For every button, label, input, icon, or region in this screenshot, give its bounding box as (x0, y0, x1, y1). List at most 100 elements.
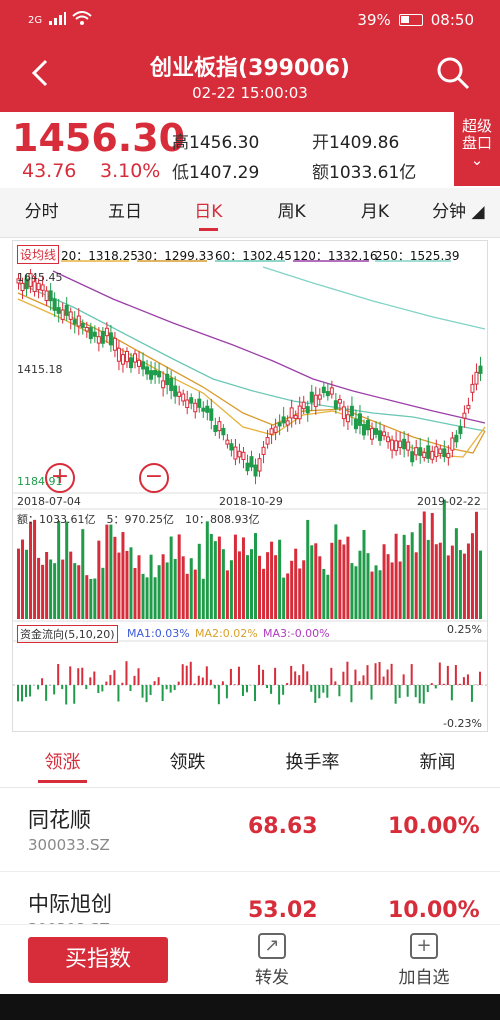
volume-bar (113, 536, 117, 619)
flow-bar (458, 683, 461, 685)
tab-intraday[interactable]: 分时 (24, 202, 59, 222)
candle (345, 414, 350, 423)
share-button[interactable]: ↗ 转发 (232, 933, 312, 988)
volume-bar (298, 568, 302, 619)
flow-ma1-label: MA1:0.03% (127, 627, 190, 640)
volume-bar (458, 550, 462, 619)
candle (293, 414, 298, 420)
flow-bar (97, 685, 100, 694)
candle (478, 365, 483, 374)
stock-price: 68.63 (248, 814, 318, 839)
battery-icon (398, 14, 423, 26)
candle (64, 304, 69, 316)
flow-axis-bottom: -0.23% (443, 717, 482, 730)
flow-bar (294, 671, 297, 685)
volume-bar (382, 544, 386, 619)
candle (137, 359, 142, 367)
flow-bar (274, 667, 277, 685)
flow-bar (105, 681, 108, 685)
flow-bar (89, 677, 92, 685)
candle (76, 315, 81, 327)
volume-bar (149, 554, 153, 619)
volume-bar (177, 534, 181, 619)
tab-monthly-k[interactable]: 月K (360, 202, 390, 222)
add-watchlist-button[interactable]: + 加自选 (384, 933, 464, 988)
flow-bar (85, 685, 88, 690)
candle (357, 413, 362, 426)
list-item[interactable]: 同花顺 300033.SZ 68.63 10.00% (0, 788, 500, 872)
signal-icon (48, 11, 67, 29)
volume-bar (346, 536, 350, 619)
volume-bar (101, 567, 105, 619)
zoom-in-button[interactable]: + (45, 463, 75, 493)
candle (193, 402, 198, 413)
stock-price: 53.02 (248, 898, 318, 923)
tab-news[interactable]: 新闻 (419, 752, 456, 773)
ma60-line (17, 282, 486, 432)
flow-bar (386, 669, 389, 685)
candle (414, 447, 419, 456)
candle (341, 406, 346, 420)
flow-bar (205, 666, 208, 685)
flow-bar (306, 671, 309, 685)
volume-bar (450, 545, 454, 619)
flow-bar (161, 685, 164, 702)
ma-setting-button[interactable]: 设均线 (17, 245, 60, 264)
ma60-label: 60：1302.45 (215, 249, 292, 263)
add-watchlist-label: 加自选 (398, 968, 450, 988)
candle (28, 273, 33, 287)
volume-bar (290, 560, 294, 619)
tab-five-day[interactable]: 五日 (107, 202, 142, 222)
high-label: 高 (172, 133, 189, 153)
volume-bar (306, 519, 310, 619)
tab-turnover[interactable]: 换手率 (285, 752, 340, 773)
fund-flow-button[interactable]: 资金流向(5,10,20) (17, 625, 118, 643)
volume-bar (366, 553, 370, 619)
tab-weekly-k[interactable]: 周K (277, 202, 306, 222)
super-orderbook-button[interactable]: 超级 盘口 ⌄ (454, 112, 500, 186)
tab-minute[interactable]: 分钟 ◢ (432, 202, 485, 222)
flow-bar (346, 661, 349, 685)
candle (398, 440, 403, 449)
flow-bar (454, 664, 457, 685)
flow-bar (41, 678, 44, 685)
tab-daily-k[interactable]: 日K (167, 188, 250, 237)
tab-top-gainers[interactable]: 领涨 (0, 740, 125, 787)
candle (305, 406, 310, 414)
volume-bar (370, 571, 374, 619)
volume-bar (65, 521, 69, 619)
volume-bar (314, 543, 318, 619)
candle (430, 450, 435, 460)
flow-bar (350, 685, 353, 703)
volume-bar (69, 551, 73, 619)
buy-index-button[interactable]: 买指数 (28, 937, 168, 983)
volume-bar (462, 553, 466, 619)
clock: 08:50 (430, 11, 474, 29)
kline-chart[interactable]: 设均线 20：1318.25 30：1299.33 60：1302.45 120… (12, 240, 488, 732)
candle (458, 425, 463, 435)
candle (120, 354, 125, 365)
candle (329, 387, 334, 395)
volume-bar (89, 578, 93, 619)
flow-bar (197, 675, 200, 685)
candle (24, 278, 29, 290)
candle (197, 398, 202, 408)
tab-top-losers[interactable]: 领跌 (169, 752, 206, 773)
ma120-label: 120：1332.16 (293, 249, 378, 263)
back-icon[interactable] (30, 58, 50, 96)
stock-name: 同花顺 (28, 808, 91, 832)
volume-bar (189, 558, 193, 619)
volume-bar (17, 548, 20, 619)
candle (32, 281, 37, 292)
bottom-action-bar: 买指数 ↗ 转发 + 加自选 (0, 924, 500, 994)
volume-bar (374, 565, 378, 619)
volume-bar (270, 541, 274, 619)
candle (297, 405, 302, 420)
candle (189, 397, 194, 404)
volume-bar (97, 540, 101, 619)
volume-bar (93, 578, 97, 619)
zoom-out-button[interactable]: − (139, 463, 169, 493)
search-icon[interactable] (436, 56, 470, 90)
volume-bar (430, 512, 434, 619)
volume-bar (25, 549, 29, 619)
